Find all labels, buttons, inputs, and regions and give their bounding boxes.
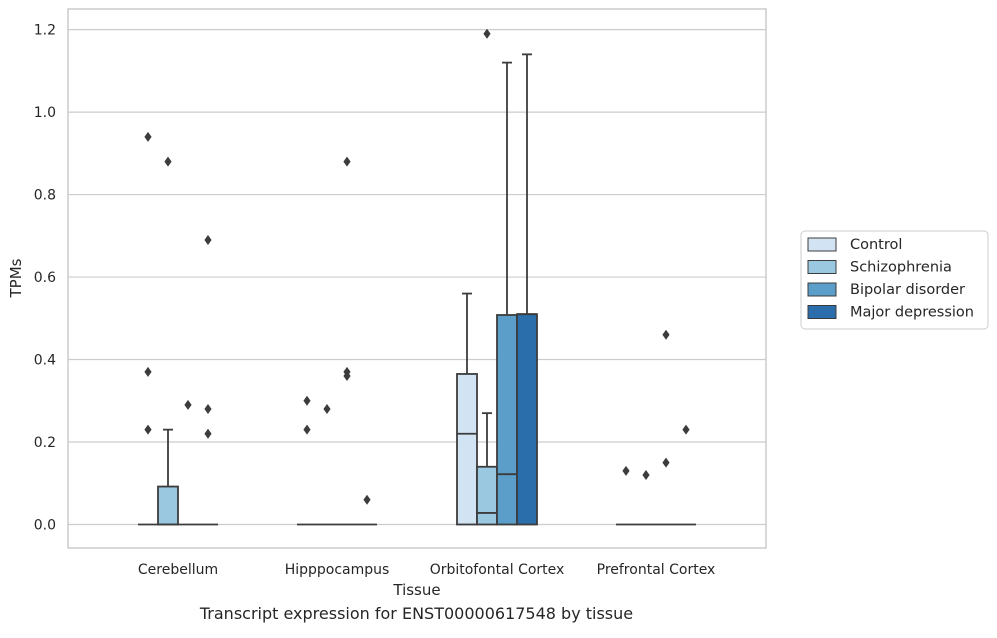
outlier-point <box>682 424 690 435</box>
outlier-point <box>662 329 670 340</box>
box-body <box>157 485 179 526</box>
legend-swatch <box>807 282 837 297</box>
outlier-point <box>144 424 152 435</box>
outlier-point <box>144 366 152 377</box>
legend-label: Bipolar disorder <box>850 282 965 298</box>
plot-frame <box>67 8 767 549</box>
legend-label: Major depression <box>850 305 974 321</box>
x-axis-label: Tissue <box>392 581 440 599</box>
outlier-point <box>204 428 212 439</box>
legend-label: Schizophrenia <box>850 260 952 276</box>
y-tick-label: 0.4 <box>34 353 56 369</box>
outlier-point <box>323 404 331 415</box>
outlier-point <box>144 131 152 142</box>
y-tick-label: 1.2 <box>34 23 56 39</box>
outlier-point <box>343 371 351 382</box>
outlier-point <box>483 28 491 39</box>
box-body <box>476 465 498 526</box>
box-body <box>456 373 478 526</box>
outlier-point <box>303 424 311 435</box>
outlier-point <box>204 234 212 245</box>
legend-label: Control <box>850 237 902 253</box>
outlier-point <box>184 399 192 410</box>
y-tick-label: 0.2 <box>34 435 56 451</box>
chart-caption: Transcript expression for ENST0000061754… <box>199 604 634 623</box>
legend-swatch <box>807 305 837 319</box>
x-tick-label: Cerebellum <box>138 562 218 578</box>
outlier-point <box>363 494 371 505</box>
x-tick-label: Hipppocampus <box>285 562 390 578</box>
outlier-point <box>622 465 630 476</box>
y-tick-label: 1.0 <box>34 105 56 121</box>
box-body <box>516 313 538 526</box>
y-tick-label: 0.8 <box>34 188 56 204</box>
y-tick-label: 0.6 <box>34 270 56 286</box>
outlier-point <box>303 395 311 406</box>
outlier-point <box>642 470 650 481</box>
outlier-point <box>204 404 212 415</box>
y-tick-label: 0.0 <box>34 517 56 533</box>
x-tick-label: Prefrontal Cortex <box>597 562 716 578</box>
box-body <box>496 314 518 526</box>
y-axis-label: TPMs <box>7 258 25 298</box>
legend-frame <box>800 230 989 330</box>
outlier-point <box>164 156 172 167</box>
plot-area <box>68 9 766 548</box>
legend-swatch <box>807 237 837 252</box>
outlier-point <box>662 457 670 468</box>
outlier-point <box>343 156 351 167</box>
legend-swatch <box>807 260 837 274</box>
x-tick-label: Orbitofontal Cortex <box>430 562 565 578</box>
